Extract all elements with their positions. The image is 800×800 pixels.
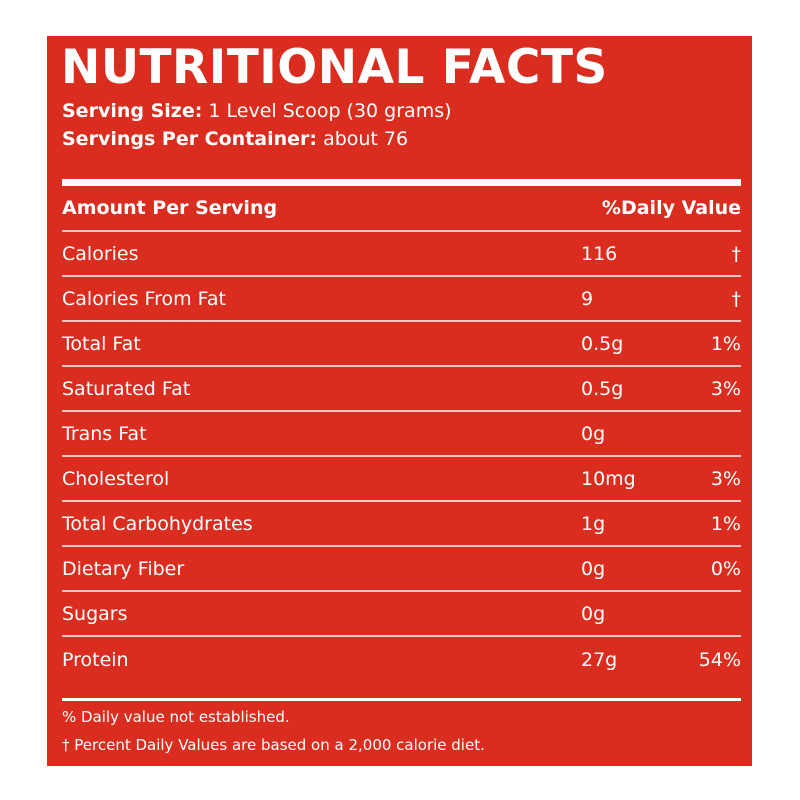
nutrient-daily-value: †: [731, 287, 742, 310]
serving-size: Serving Size: 1 Level Scoop (30 grams): [62, 99, 452, 123]
nutrient-name: Calories From Fat: [62, 287, 226, 310]
serving-size-label: Serving Size:: [62, 100, 203, 122]
nutrient-daily-value: 1%: [710, 332, 741, 355]
nutrient-amount: 0.5g: [581, 377, 624, 400]
footnote-calorie-diet: † Percent Daily Values are based on a 2,…: [62, 736, 485, 754]
nutrition-facts-panel: NUTRITIONAL FACTS Serving Size: 1 Level …: [47, 36, 752, 766]
nutrient-name: Trans Fat: [62, 422, 147, 445]
nutrient-amount: 10mg: [581, 467, 636, 490]
amount-per-serving-header: Amount Per Serving: [62, 197, 278, 219]
nutrient-name: Cholesterol: [62, 467, 170, 490]
table-row: Calories 116 †: [62, 232, 741, 277]
nutrient-daily-value: 1%: [710, 512, 741, 535]
nutrient-amount: 0g: [581, 602, 606, 625]
servings-per-container-label: Servings Per Container:: [62, 128, 318, 150]
nutrient-daily-value: 54%: [698, 648, 741, 671]
table-row: Cholesterol 10mg 3%: [62, 457, 741, 502]
servings-per-container: Servings Per Container: about 76: [62, 127, 408, 151]
nutrient-name: Calories: [62, 242, 139, 265]
serving-size-value: 1 Level Scoop (30 grams): [208, 100, 452, 122]
table-row: Total Fat 0.5g 1%: [62, 322, 741, 367]
nutrient-name: Saturated Fat: [62, 377, 191, 400]
servings-per-container-value: about 76: [323, 128, 409, 150]
nutrient-name: Total Fat: [62, 332, 141, 355]
table-row: Calories From Fat 9 †: [62, 277, 741, 322]
nutrient-table: Amount Per Serving %Daily Value Calories…: [62, 186, 741, 682]
nutrient-name: Dietary Fiber: [62, 557, 185, 580]
nutrient-daily-value: 3%: [710, 467, 741, 490]
table-header-row: Amount Per Serving %Daily Value: [62, 186, 741, 232]
nutrient-amount: 27g: [581, 648, 618, 671]
thick-divider: [62, 179, 741, 186]
nutrient-amount: 116: [581, 242, 618, 265]
daily-value-header: %Daily Value: [601, 197, 741, 219]
nutrient-amount: 9: [581, 287, 594, 310]
footnote-daily-value: % Daily value not established.: [62, 708, 290, 726]
nutrient-name: Sugars: [62, 602, 128, 625]
nutrient-amount: 0g: [581, 557, 606, 580]
nutrient-amount: 0.5g: [581, 332, 624, 355]
table-row: Trans Fat 0g: [62, 412, 741, 457]
panel-title: NUTRITIONAL FACTS: [61, 40, 608, 95]
nutrient-name: Protein: [62, 648, 129, 671]
table-row: Sugars 0g: [62, 592, 741, 637]
table-row: Dietary Fiber 0g 0%: [62, 547, 741, 592]
nutrient-amount: 0g: [581, 422, 606, 445]
table-row: Protein 27g 54%: [62, 637, 741, 682]
nutrient-rows: Calories 116 † Calories From Fat 9 † Total Fat…: [62, 232, 741, 682]
nutrient-daily-value: 0%: [710, 557, 741, 580]
nutrient-name: Total Carbohydrates: [62, 512, 253, 535]
table-row: Saturated Fat 0.5g 3%: [62, 367, 741, 412]
nutrient-daily-value: 3%: [710, 377, 741, 400]
nutrient-amount: 1g: [581, 512, 606, 535]
table-row: Total Carbohydrates 1g 1%: [62, 502, 741, 547]
thin-divider: [62, 698, 741, 701]
nutrient-daily-value: †: [731, 242, 742, 265]
